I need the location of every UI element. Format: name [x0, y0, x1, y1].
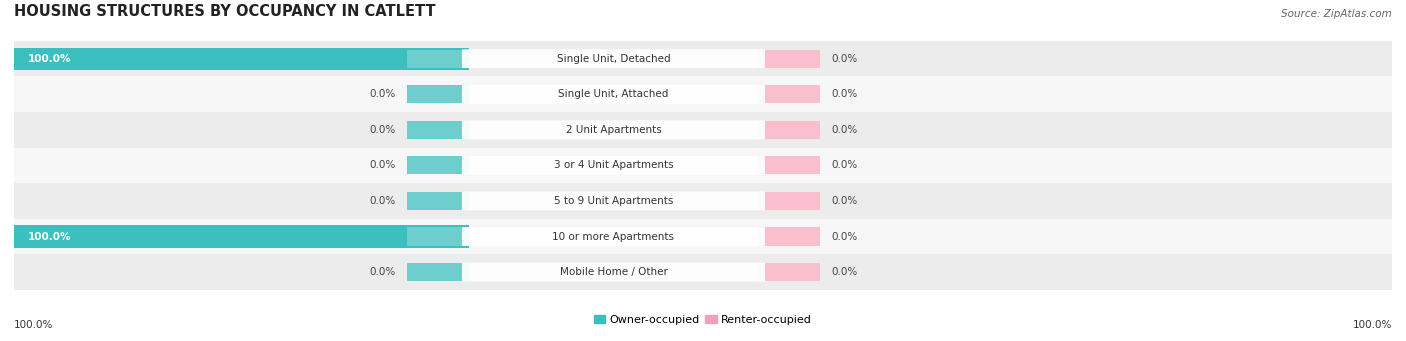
Text: 100.0%: 100.0% — [1353, 320, 1392, 330]
FancyBboxPatch shape — [463, 120, 765, 139]
FancyBboxPatch shape — [463, 263, 765, 282]
FancyBboxPatch shape — [463, 85, 765, 104]
Text: 100.0%: 100.0% — [28, 54, 72, 64]
Bar — [758, 263, 820, 281]
Bar — [406, 227, 468, 246]
FancyBboxPatch shape — [463, 192, 765, 210]
Text: 100.0%: 100.0% — [28, 232, 72, 241]
Text: 0.0%: 0.0% — [370, 267, 395, 277]
Legend: Owner-occupied, Renter-occupied: Owner-occupied, Renter-occupied — [589, 310, 817, 329]
Bar — [758, 192, 820, 210]
Bar — [758, 156, 820, 175]
FancyBboxPatch shape — [463, 156, 765, 175]
Text: Source: ZipAtlas.com: Source: ZipAtlas.com — [1281, 9, 1392, 18]
Text: 0.0%: 0.0% — [370, 196, 395, 206]
Bar — [14, 219, 1392, 254]
Text: 0.0%: 0.0% — [370, 125, 395, 135]
Bar — [14, 183, 1392, 219]
Text: 2 Unit Apartments: 2 Unit Apartments — [565, 125, 661, 135]
Text: 3 or 4 Unit Apartments: 3 or 4 Unit Apartments — [554, 160, 673, 170]
Text: 0.0%: 0.0% — [831, 196, 858, 206]
FancyBboxPatch shape — [463, 49, 765, 68]
Bar — [406, 85, 468, 103]
Text: 0.0%: 0.0% — [370, 89, 395, 99]
Text: HOUSING STRUCTURES BY OCCUPANCY IN CATLETT: HOUSING STRUCTURES BY OCCUPANCY IN CATLE… — [14, 3, 436, 18]
Bar — [14, 41, 1392, 76]
Text: Mobile Home / Other: Mobile Home / Other — [560, 267, 668, 277]
Text: Single Unit, Detached: Single Unit, Detached — [557, 54, 671, 64]
Bar — [14, 254, 1392, 290]
Bar — [406, 121, 468, 139]
Text: 0.0%: 0.0% — [831, 232, 858, 241]
Text: 0.0%: 0.0% — [831, 160, 858, 170]
Bar — [14, 225, 468, 248]
Bar — [14, 148, 1392, 183]
Bar — [14, 48, 468, 70]
Text: 0.0%: 0.0% — [831, 54, 858, 64]
Bar — [758, 227, 820, 246]
Bar — [14, 76, 1392, 112]
Text: 0.0%: 0.0% — [831, 89, 858, 99]
Text: 10 or more Apartments: 10 or more Apartments — [553, 232, 675, 241]
Bar — [406, 192, 468, 210]
Bar — [14, 112, 1392, 148]
Text: 0.0%: 0.0% — [831, 267, 858, 277]
Bar — [406, 263, 468, 281]
Bar — [406, 156, 468, 175]
Text: 0.0%: 0.0% — [831, 125, 858, 135]
Text: 100.0%: 100.0% — [14, 320, 53, 330]
Text: Single Unit, Attached: Single Unit, Attached — [558, 89, 669, 99]
Bar — [758, 85, 820, 103]
Text: 0.0%: 0.0% — [370, 160, 395, 170]
Bar — [406, 50, 468, 68]
Bar — [758, 50, 820, 68]
Bar — [758, 121, 820, 139]
Text: 5 to 9 Unit Apartments: 5 to 9 Unit Apartments — [554, 196, 673, 206]
FancyBboxPatch shape — [463, 227, 765, 246]
